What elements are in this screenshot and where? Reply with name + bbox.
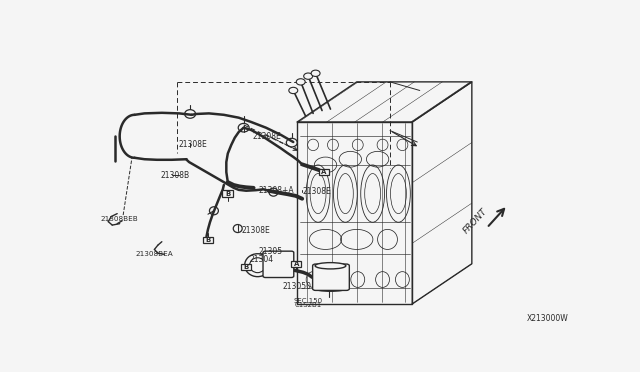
Text: C1S2B1: C1S2B1 xyxy=(294,302,322,308)
Text: X213000W: X213000W xyxy=(527,314,568,323)
Text: B: B xyxy=(205,237,211,243)
Text: A: A xyxy=(321,169,326,175)
Text: SEC.150: SEC.150 xyxy=(294,298,323,304)
Ellipse shape xyxy=(296,79,305,85)
Text: FRONT: FRONT xyxy=(461,206,489,235)
Bar xyxy=(241,264,251,270)
Text: 21308E: 21308E xyxy=(241,226,270,235)
Text: A: A xyxy=(294,261,299,267)
Text: B: B xyxy=(244,264,249,270)
Bar xyxy=(319,169,330,175)
Text: 21308E: 21308E xyxy=(302,187,331,196)
Ellipse shape xyxy=(315,263,346,269)
Text: 21308B: 21308B xyxy=(161,171,190,180)
Text: B: B xyxy=(225,190,230,196)
Text: 21304: 21304 xyxy=(250,255,274,264)
FancyBboxPatch shape xyxy=(312,264,349,291)
Bar xyxy=(222,190,233,197)
Text: 21308E: 21308E xyxy=(253,132,282,141)
FancyBboxPatch shape xyxy=(263,251,294,278)
Ellipse shape xyxy=(311,70,320,76)
Bar xyxy=(291,261,301,267)
Text: 21308E: 21308E xyxy=(178,140,207,149)
Bar xyxy=(202,237,213,243)
Text: 21308BEA: 21308BEA xyxy=(136,251,173,257)
Text: 213050: 213050 xyxy=(282,282,312,291)
Ellipse shape xyxy=(315,286,346,291)
Ellipse shape xyxy=(304,73,312,79)
Ellipse shape xyxy=(289,87,298,94)
Text: 21308BEB: 21308BEB xyxy=(101,217,139,222)
Text: 21308+A: 21308+A xyxy=(259,186,294,195)
Text: 21305: 21305 xyxy=(259,247,283,256)
